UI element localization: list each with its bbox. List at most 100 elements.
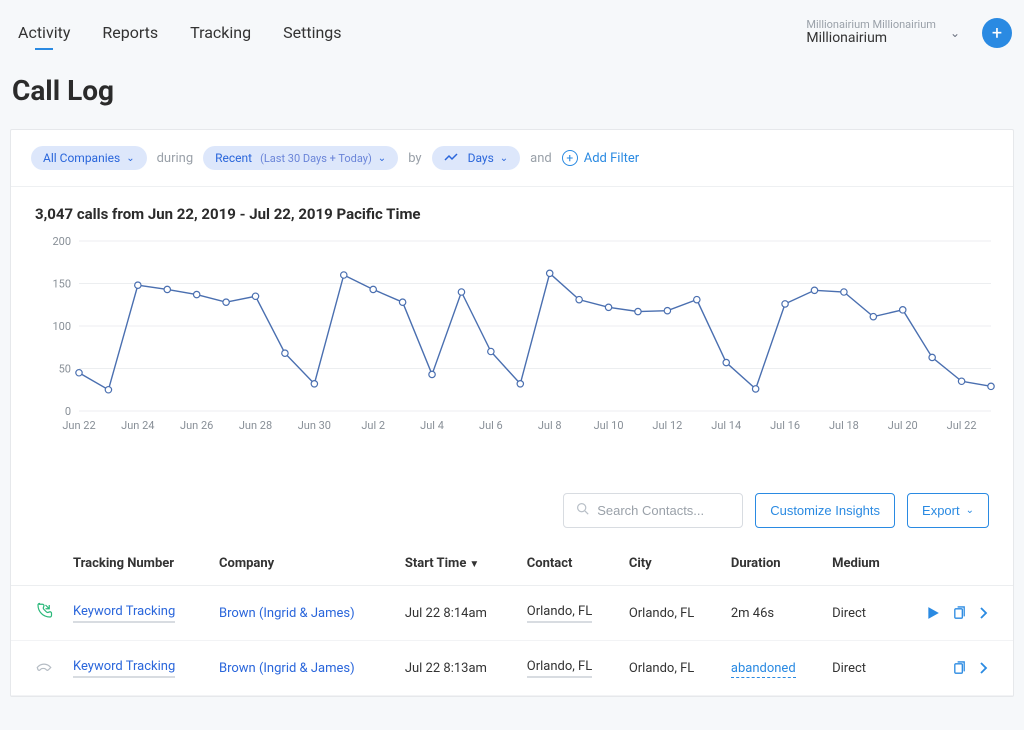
search-input[interactable] [597,503,730,518]
cell-actions [903,586,1013,641]
table-row[interactable]: Keyword Tracking Brown (Ingrid & James) Ju… [11,586,1013,641]
tracking-link[interactable]: Keyword Tracking [73,604,175,623]
cell-city: Orlando, FL [619,586,721,641]
svg-text:Jun 22: Jun 22 [62,419,95,432]
filter-period[interactable]: Recent (Last 30 Days + Today) ⌄ [203,146,398,170]
chevron-down-icon: ⌄ [966,505,974,516]
filter-company[interactable]: All Companies ⌄ [31,146,147,170]
duration-abandoned: abandoned [731,661,796,678]
add-filter-button[interactable]: + Add Filter [562,150,639,166]
page-title: Call Log [0,56,1024,129]
svg-text:Jul 10: Jul 10 [594,419,624,432]
table-row[interactable]: Keyword Tracking Brown (Ingrid & James) Ju… [11,641,1013,696]
col-start-time[interactable]: Start Time▼ [395,542,517,586]
filter-period-label: Recent [215,151,252,165]
calls-line-chart: 050100150200Jun 22Jun 24Jun 26Jun 28Jun … [35,231,995,441]
chevron-down-icon: ⌄ [126,153,134,164]
add-filter-label: Add Filter [584,151,639,166]
svg-text:Jul 6: Jul 6 [479,419,503,432]
cell-medium: Direct [822,586,903,641]
chevron-down-icon: ⌄ [944,26,966,40]
cell-company: Brown (Ingrid & James) [209,641,395,696]
add-button[interactable]: + [982,18,1012,48]
contact-text: Orlando, FL [527,604,592,623]
medium-text: Direct [832,661,866,676]
filter-word-by: by [408,151,421,166]
svg-text:Jul 4: Jul 4 [420,419,444,432]
nav-settings[interactable]: Settings [281,15,343,52]
filter-period-sub: (Last 30 Days + Today) [260,152,372,165]
nav-reports[interactable]: Reports [100,15,160,52]
customize-insights-button[interactable]: Customize Insights [755,493,895,528]
filter-granularity[interactable]: Days ⌄ [432,146,521,170]
svg-text:Jul 16: Jul 16 [770,419,800,432]
call-incoming-icon [35,609,53,624]
svg-text:200: 200 [52,235,71,248]
svg-text:0: 0 [65,405,71,418]
duration-text: 2m 46s [731,606,774,621]
medium-text: Direct [832,606,866,621]
play-icon[interactable] [926,606,940,620]
top-nav: Activity Reports Tracking Settings [12,15,806,52]
col-medium[interactable]: Medium [822,542,903,586]
contact-text: Orlando, FL [527,659,592,678]
svg-text:Jul 22: Jul 22 [947,419,977,432]
start-time: Jul 22 8:13am [405,661,487,676]
copy-icon[interactable] [952,606,967,621]
chevron-right-icon[interactable] [979,662,989,674]
cell-duration: abandoned [721,641,822,696]
filter-granularity-label: Days [468,151,494,165]
svg-text:Jun 24: Jun 24 [121,419,154,432]
svg-text:Jul 20: Jul 20 [888,419,918,432]
export-button[interactable]: Export ⌄ [907,493,989,528]
cell-actions [903,641,1013,696]
filter-company-label: All Companies [43,151,120,165]
chevron-right-icon[interactable] [979,607,989,619]
svg-text:Jul 8: Jul 8 [538,419,562,432]
nav-activity[interactable]: Activity [16,15,72,52]
cell-medium: Direct [822,641,903,696]
svg-text:100: 100 [52,320,71,333]
nav-tracking[interactable]: Tracking [188,15,253,52]
chart-title: 3,047 calls from Jun 22, 2019 - Jul 22, … [35,205,989,223]
svg-text:Jul 14: Jul 14 [711,419,741,432]
cell-contact: Orlando, FL [517,641,619,696]
cell-duration: 2m 46s [721,586,822,641]
svg-text:Jul 12: Jul 12 [652,419,682,432]
tracking-link[interactable]: Keyword Tracking [73,659,175,678]
cell-tracking: Keyword Tracking [63,641,209,696]
cell-company: Brown (Ingrid & James) [209,586,395,641]
svg-text:Jun 28: Jun 28 [239,419,272,432]
account-name: Millionairium [806,31,936,46]
company-link[interactable]: Brown (Ingrid & James) [219,606,355,621]
export-label: Export [922,503,960,518]
plus-circle-icon: + [562,150,578,166]
col-duration[interactable]: Duration [721,542,822,586]
svg-text:50: 50 [59,363,71,376]
svg-text:Jun 30: Jun 30 [298,419,331,432]
col-contact[interactable]: Contact [517,542,619,586]
start-time: Jul 22 8:14am [405,606,487,621]
sort-desc-icon: ▼ [469,559,479,570]
cell-tracking: Keyword Tracking [63,586,209,641]
company-link[interactable]: Brown (Ingrid & James) [219,661,355,676]
plus-icon: + [992,23,1002,44]
filter-word-during: during [157,151,194,166]
main-panel: All Companies ⌄ during Recent (Last 30 D… [10,129,1014,697]
chevron-down-icon: ⌄ [378,153,386,164]
search-icon [576,502,589,519]
svg-text:150: 150 [52,278,71,291]
city-text: Orlando, FL [629,606,694,621]
col-company[interactable]: Company [209,542,395,586]
copy-icon[interactable] [952,661,967,676]
cell-city: Orlando, FL [619,641,721,696]
svg-text:Jul 18: Jul 18 [829,419,859,432]
account-switcher[interactable]: Millionairium Millionairium Millionairiu… [806,19,974,46]
cell-start: Jul 22 8:13am [395,641,517,696]
col-tracking-number[interactable]: Tracking Number [63,542,209,586]
cell-contact: Orlando, FL [517,586,619,641]
col-city[interactable]: City [619,542,721,586]
search-contacts[interactable] [563,493,743,528]
svg-text:Jul 2: Jul 2 [361,419,385,432]
cell-start: Jul 22 8:14am [395,586,517,641]
